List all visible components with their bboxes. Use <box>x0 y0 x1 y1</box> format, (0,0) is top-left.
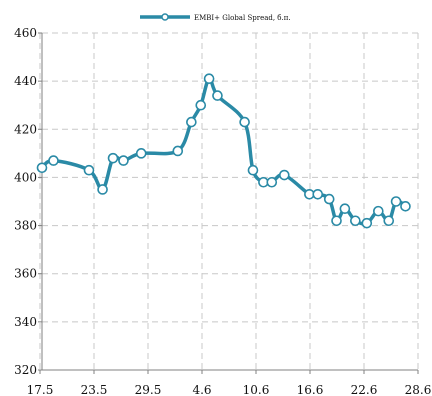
data-point <box>186 116 197 128</box>
legend: EMBI+ Global Spread, б.п. <box>140 13 291 22</box>
legend-marker <box>161 13 169 21</box>
y-tick-label: 460 <box>14 26 37 40</box>
data-point <box>203 73 215 85</box>
x-tick-label: 23.5 <box>81 383 108 396</box>
data-points <box>36 73 411 229</box>
y-tick-label: 420 <box>14 122 37 136</box>
data-point <box>279 169 290 181</box>
x-tick-label: 16.6 <box>297 383 324 396</box>
data-point <box>172 145 184 157</box>
y-tick-label: 340 <box>14 315 37 329</box>
x-tick-label: 22.6 <box>351 383 378 396</box>
gridlines <box>39 32 419 370</box>
x-tick-label: 10.6 <box>243 383 270 396</box>
data-point <box>383 215 395 227</box>
axes <box>38 32 419 374</box>
data-point <box>107 152 119 164</box>
data-point <box>400 201 411 212</box>
x-tick-label: 29.5 <box>135 383 162 396</box>
data-point <box>118 155 129 166</box>
data-point <box>83 164 95 176</box>
data-point <box>331 215 342 227</box>
x-tick-label: 17.5 <box>27 383 54 396</box>
data-point <box>48 155 59 166</box>
data-point <box>390 196 402 207</box>
data-point <box>97 184 108 195</box>
y-tick-label: 440 <box>14 74 37 88</box>
data-point <box>195 99 207 111</box>
x-tick-label: 28.6 <box>405 383 432 396</box>
data-point <box>266 176 278 188</box>
y-axis-tick-labels: 320 340 360 380 400 420 440 460 <box>14 26 37 377</box>
data-point <box>239 116 250 128</box>
data-point <box>323 193 335 205</box>
data-point <box>212 90 223 101</box>
x-axis-tick-labels: 17.5 23.5 29.5 4.6 10.6 16.6 22.6 28.6 <box>27 383 432 396</box>
data-point <box>312 188 324 200</box>
y-tick-label: 360 <box>14 267 37 281</box>
data-point <box>247 164 259 176</box>
y-tick-label: 400 <box>14 170 37 184</box>
y-tick-label: 380 <box>14 219 37 233</box>
series-line <box>40 76 407 226</box>
data-point <box>36 162 48 174</box>
legend-label: EMBI+ Global Spread, б.п. <box>194 14 291 22</box>
data-point <box>373 205 384 217</box>
data-point <box>361 217 373 229</box>
data-point <box>350 215 361 227</box>
data-point <box>135 148 147 159</box>
y-tick-label: 320 <box>14 363 37 377</box>
x-tick-label: 4.6 <box>192 383 211 396</box>
data-point <box>339 203 351 215</box>
